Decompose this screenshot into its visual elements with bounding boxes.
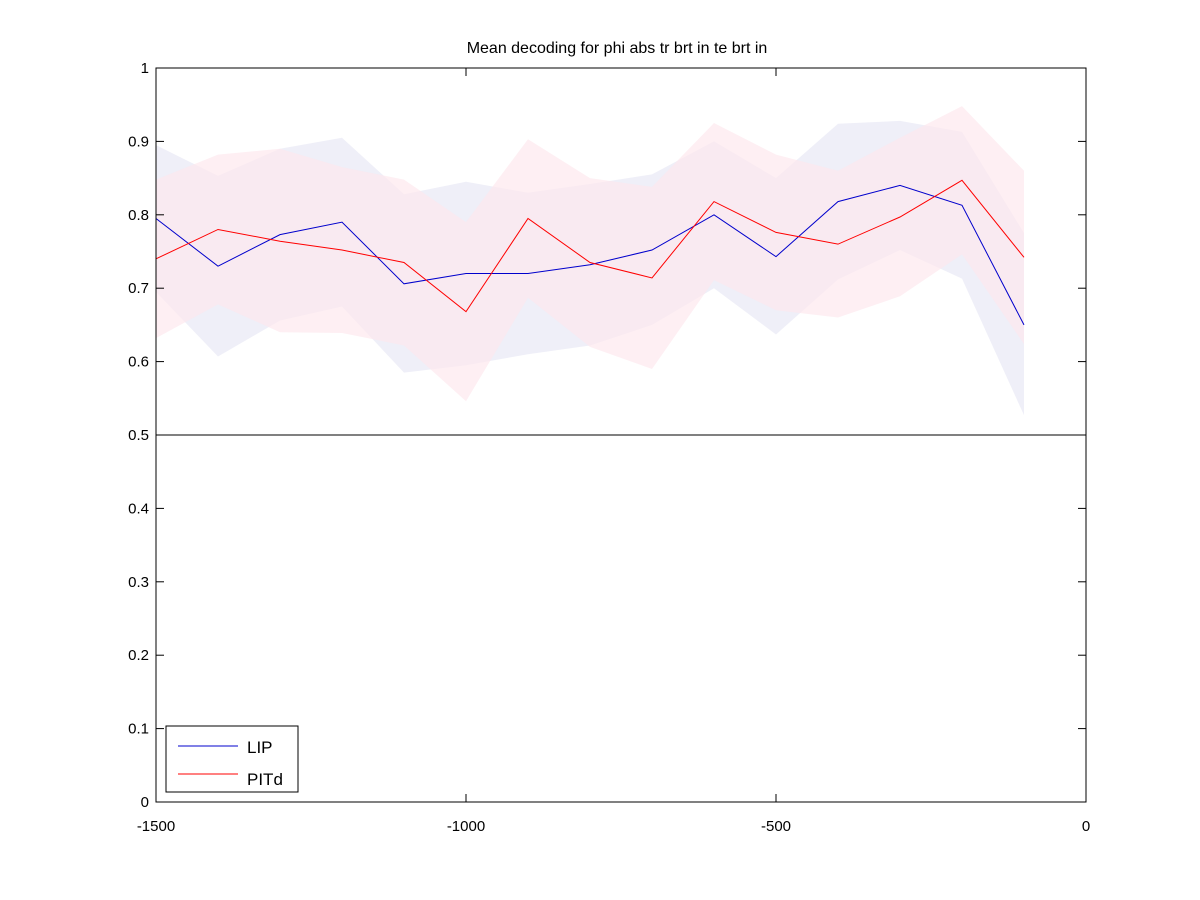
series-lines: [155, 179, 1025, 326]
y-tick-label: 0.7: [128, 280, 149, 297]
y-tick-label: 0.2: [128, 647, 149, 664]
line-pitd: [155, 179, 1025, 313]
x-axis: -1500 -1000 -500 0: [137, 68, 1090, 835]
y-tick-label: 0.6: [128, 354, 149, 371]
y-tick-label: 0: [141, 794, 149, 811]
line-lip: [155, 184, 1025, 326]
legend-label-lip: LIP: [247, 738, 273, 757]
legend: LIP PITd: [165, 725, 299, 793]
legend-box: [165, 725, 299, 793]
y-tick-label: 0.5: [128, 427, 149, 444]
y-tick-label: 0.3: [128, 574, 149, 591]
x-tick-label: -1500: [137, 818, 175, 835]
x-tick-label: -500: [761, 818, 791, 835]
y-tick-label: 0.9: [128, 133, 149, 150]
y-tick-label: 1: [141, 60, 149, 77]
x-tick-label: -1000: [447, 818, 485, 835]
band-pitd: [156, 106, 1024, 402]
x-tick-label: 0: [1082, 818, 1090, 835]
y-tick-label: 0.8: [128, 207, 149, 224]
y-axis: 0 0.1 0.2 0.3 0.4 0.5 0.6 0.7 0.8 0.9 1: [128, 60, 1086, 811]
chart-title: Mean decoding for phi abs tr brt in te b…: [467, 40, 768, 57]
y-tick-label: 0.1: [128, 721, 149, 738]
y-tick-label: 0.4: [128, 500, 149, 517]
confidence-bands: [156, 106, 1024, 416]
legend-label-pitd: PITd: [247, 770, 283, 789]
